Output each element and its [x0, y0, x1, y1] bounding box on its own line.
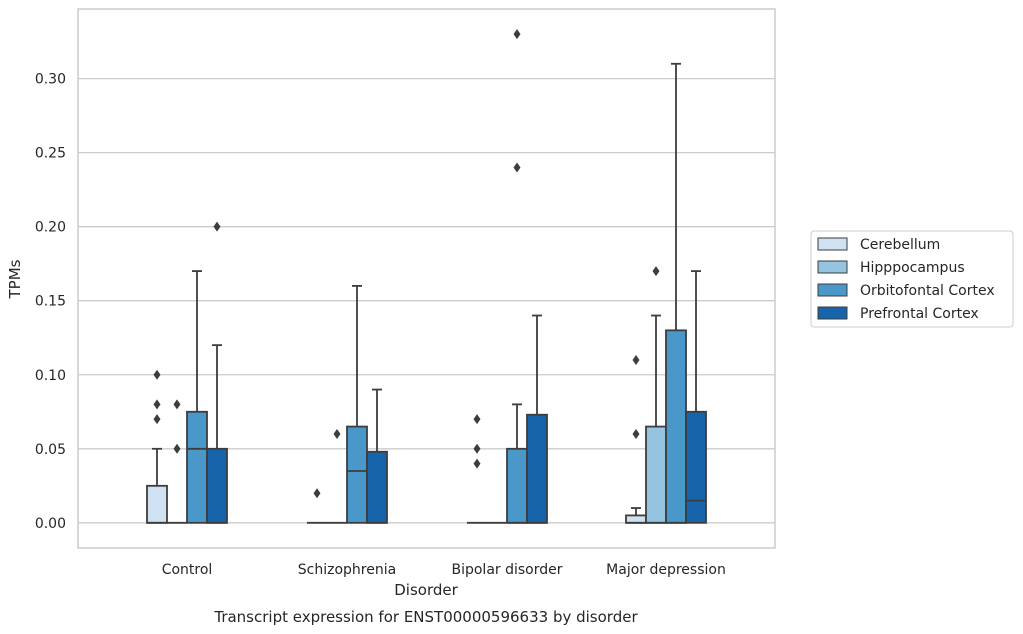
- legend-swatch: [817, 306, 848, 320]
- outlier-point: [333, 428, 341, 439]
- outlier-point: [473, 458, 481, 469]
- outlier-point: [632, 354, 640, 365]
- legend-label: Hipppocampus: [860, 260, 965, 276]
- x-tick-label: Schizophrenia: [298, 562, 396, 578]
- outlier-point: [153, 369, 161, 380]
- box-group: [167, 399, 187, 524]
- outlier-point: [173, 399, 181, 410]
- box: [506, 447, 528, 524]
- legend-frame: [810, 230, 1014, 328]
- y-axis-title: TPMs: [6, 259, 24, 299]
- box-group: [206, 221, 228, 524]
- box: [186, 410, 208, 524]
- y-tick-label: 0.25: [35, 146, 66, 162]
- outlier-point: [513, 29, 521, 40]
- box-group: [645, 266, 667, 524]
- box-group: [346, 285, 368, 524]
- x-tick-label: Bipolar disorder: [451, 562, 562, 578]
- legend-swatch: [817, 237, 848, 251]
- y-tick-label: 0.05: [35, 442, 66, 458]
- box-group: [685, 270, 707, 524]
- box: [366, 450, 388, 524]
- box-group: [467, 414, 487, 524]
- y-tick-label: 0.20: [35, 220, 66, 236]
- box: [625, 514, 647, 524]
- outlier-point: [153, 399, 161, 410]
- box-group: [506, 29, 528, 524]
- chart-title: Transcript expression for ENST0000059663…: [213, 608, 638, 626]
- box: [146, 484, 168, 524]
- outlier-point: [473, 414, 481, 425]
- box: [645, 425, 667, 524]
- box: [685, 410, 707, 524]
- outlier-point: [313, 488, 321, 499]
- x-tick-labels: Control Schizophrenia Bipolar disorder Majo…: [162, 562, 726, 578]
- box-group: [307, 488, 327, 524]
- x-axis-title: Disorder: [394, 581, 458, 599]
- box: [665, 329, 687, 524]
- outlier-point: [153, 414, 161, 425]
- legend-label: Prefrontal Cortex: [860, 306, 979, 322]
- y-tick-labels: 0.00 0.05 0.10 0.15 0.20 0.25 0.30: [35, 72, 66, 532]
- box: [346, 425, 368, 524]
- y-tick-label: 0.15: [35, 294, 66, 310]
- legend-swatch: [817, 283, 848, 297]
- box-group: [665, 62, 687, 524]
- outlier-point: [513, 162, 521, 173]
- y-tick-label: 0.30: [35, 72, 66, 88]
- box-group: [366, 388, 388, 524]
- box-group: [186, 270, 208, 524]
- box-group: [526, 314, 548, 524]
- outlier-point: [173, 443, 181, 454]
- outlier-point: [473, 443, 481, 454]
- outlier-point: [632, 428, 640, 439]
- box-group: [327, 428, 347, 524]
- box-group: [625, 354, 647, 524]
- legend-label: Cerebellum: [860, 237, 940, 253]
- box: [206, 447, 228, 524]
- box: [526, 413, 548, 524]
- plot-frame: [77, 8, 776, 549]
- box-group: [146, 369, 168, 524]
- y-tick-label: 0.10: [35, 368, 66, 384]
- x-tick-label: Major depression: [606, 562, 726, 578]
- outlier-point: [213, 221, 221, 232]
- legend-label: Orbitofontal Cortex: [860, 283, 995, 299]
- x-tick-label: Control: [162, 562, 213, 578]
- outlier-point: [652, 266, 660, 277]
- boxes: [146, 29, 707, 524]
- legend: Cerebellum Hipppocampus Orbitofontal Corte…: [810, 230, 1014, 328]
- y-tick-label: 0.00: [35, 516, 66, 532]
- legend-swatch: [817, 260, 848, 274]
